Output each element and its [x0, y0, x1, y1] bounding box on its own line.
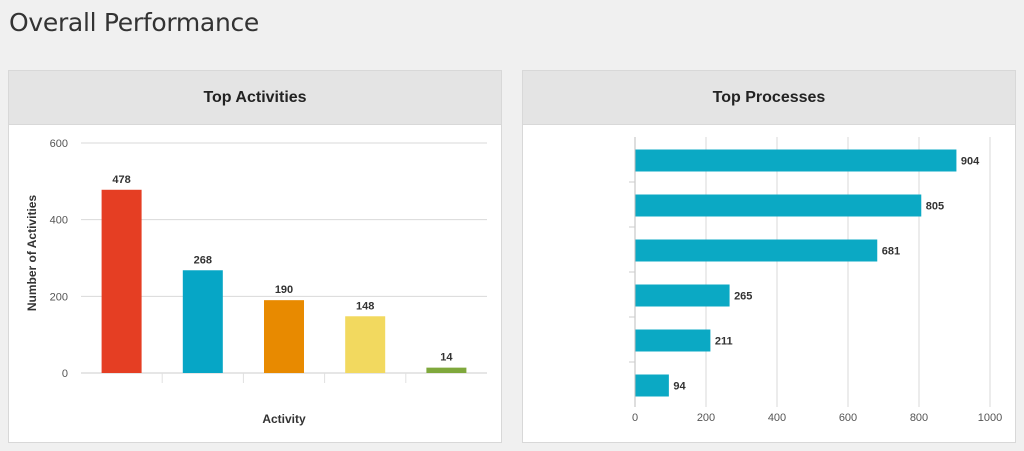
data-label: 14 [440, 352, 453, 364]
data-label: 268 [194, 254, 212, 266]
top-processes-header: Top Processes [523, 71, 1015, 125]
data-label: 805 [926, 201, 944, 213]
bar [345, 316, 386, 373]
top-activities-header: Top Activities [9, 71, 501, 125]
data-label: 904 [961, 156, 980, 168]
bar [635, 149, 957, 172]
data-label: 211 [715, 336, 733, 348]
data-label: 148 [356, 300, 374, 312]
bar [635, 329, 711, 352]
data-label: 265 [734, 291, 752, 303]
bar [426, 367, 467, 373]
bar [182, 270, 223, 373]
y-tick-label: 400 [50, 215, 68, 227]
x-tick-label: 400 [768, 412, 786, 424]
top-activities-chart: 0 200 400 600 478 268 190 148 14 Activity Number o… [25, 138, 487, 426]
page-title: Overall Performance [9, 8, 260, 37]
x-tick-label: 1000 [978, 412, 1002, 424]
x-tick-label: 200 [697, 412, 715, 424]
top-activities-panel: Top Activities 0 200 400 600 478 268 190 148 14 A… [8, 70, 502, 443]
x-tick-label: 0 [632, 412, 638, 424]
bar [264, 300, 304, 373]
y-tick-label: 0 [62, 368, 68, 380]
top-processes-panel: Top Processes 0 200 400 600 800 1000 904 805 681… [522, 70, 1016, 443]
data-label: 190 [275, 284, 293, 296]
data-label: 94 [673, 381, 686, 393]
x-tick-label: 600 [839, 412, 857, 424]
x-tick-label: 800 [910, 412, 928, 424]
y-tick-label: 200 [50, 291, 68, 303]
bar [635, 194, 922, 217]
bar [635, 374, 669, 397]
top-processes-chart: 0 200 400 600 800 1000 904 805 681 265 211 94 [629, 137, 1002, 424]
x-axis-label: Activity [262, 412, 306, 426]
bar [635, 284, 730, 307]
bar [635, 239, 878, 262]
y-axis-label: Number of Activities [25, 195, 39, 312]
data-label: 478 [112, 174, 130, 186]
data-label: 681 [882, 246, 900, 258]
y-tick-label: 600 [50, 138, 68, 150]
bar [101, 189, 142, 373]
